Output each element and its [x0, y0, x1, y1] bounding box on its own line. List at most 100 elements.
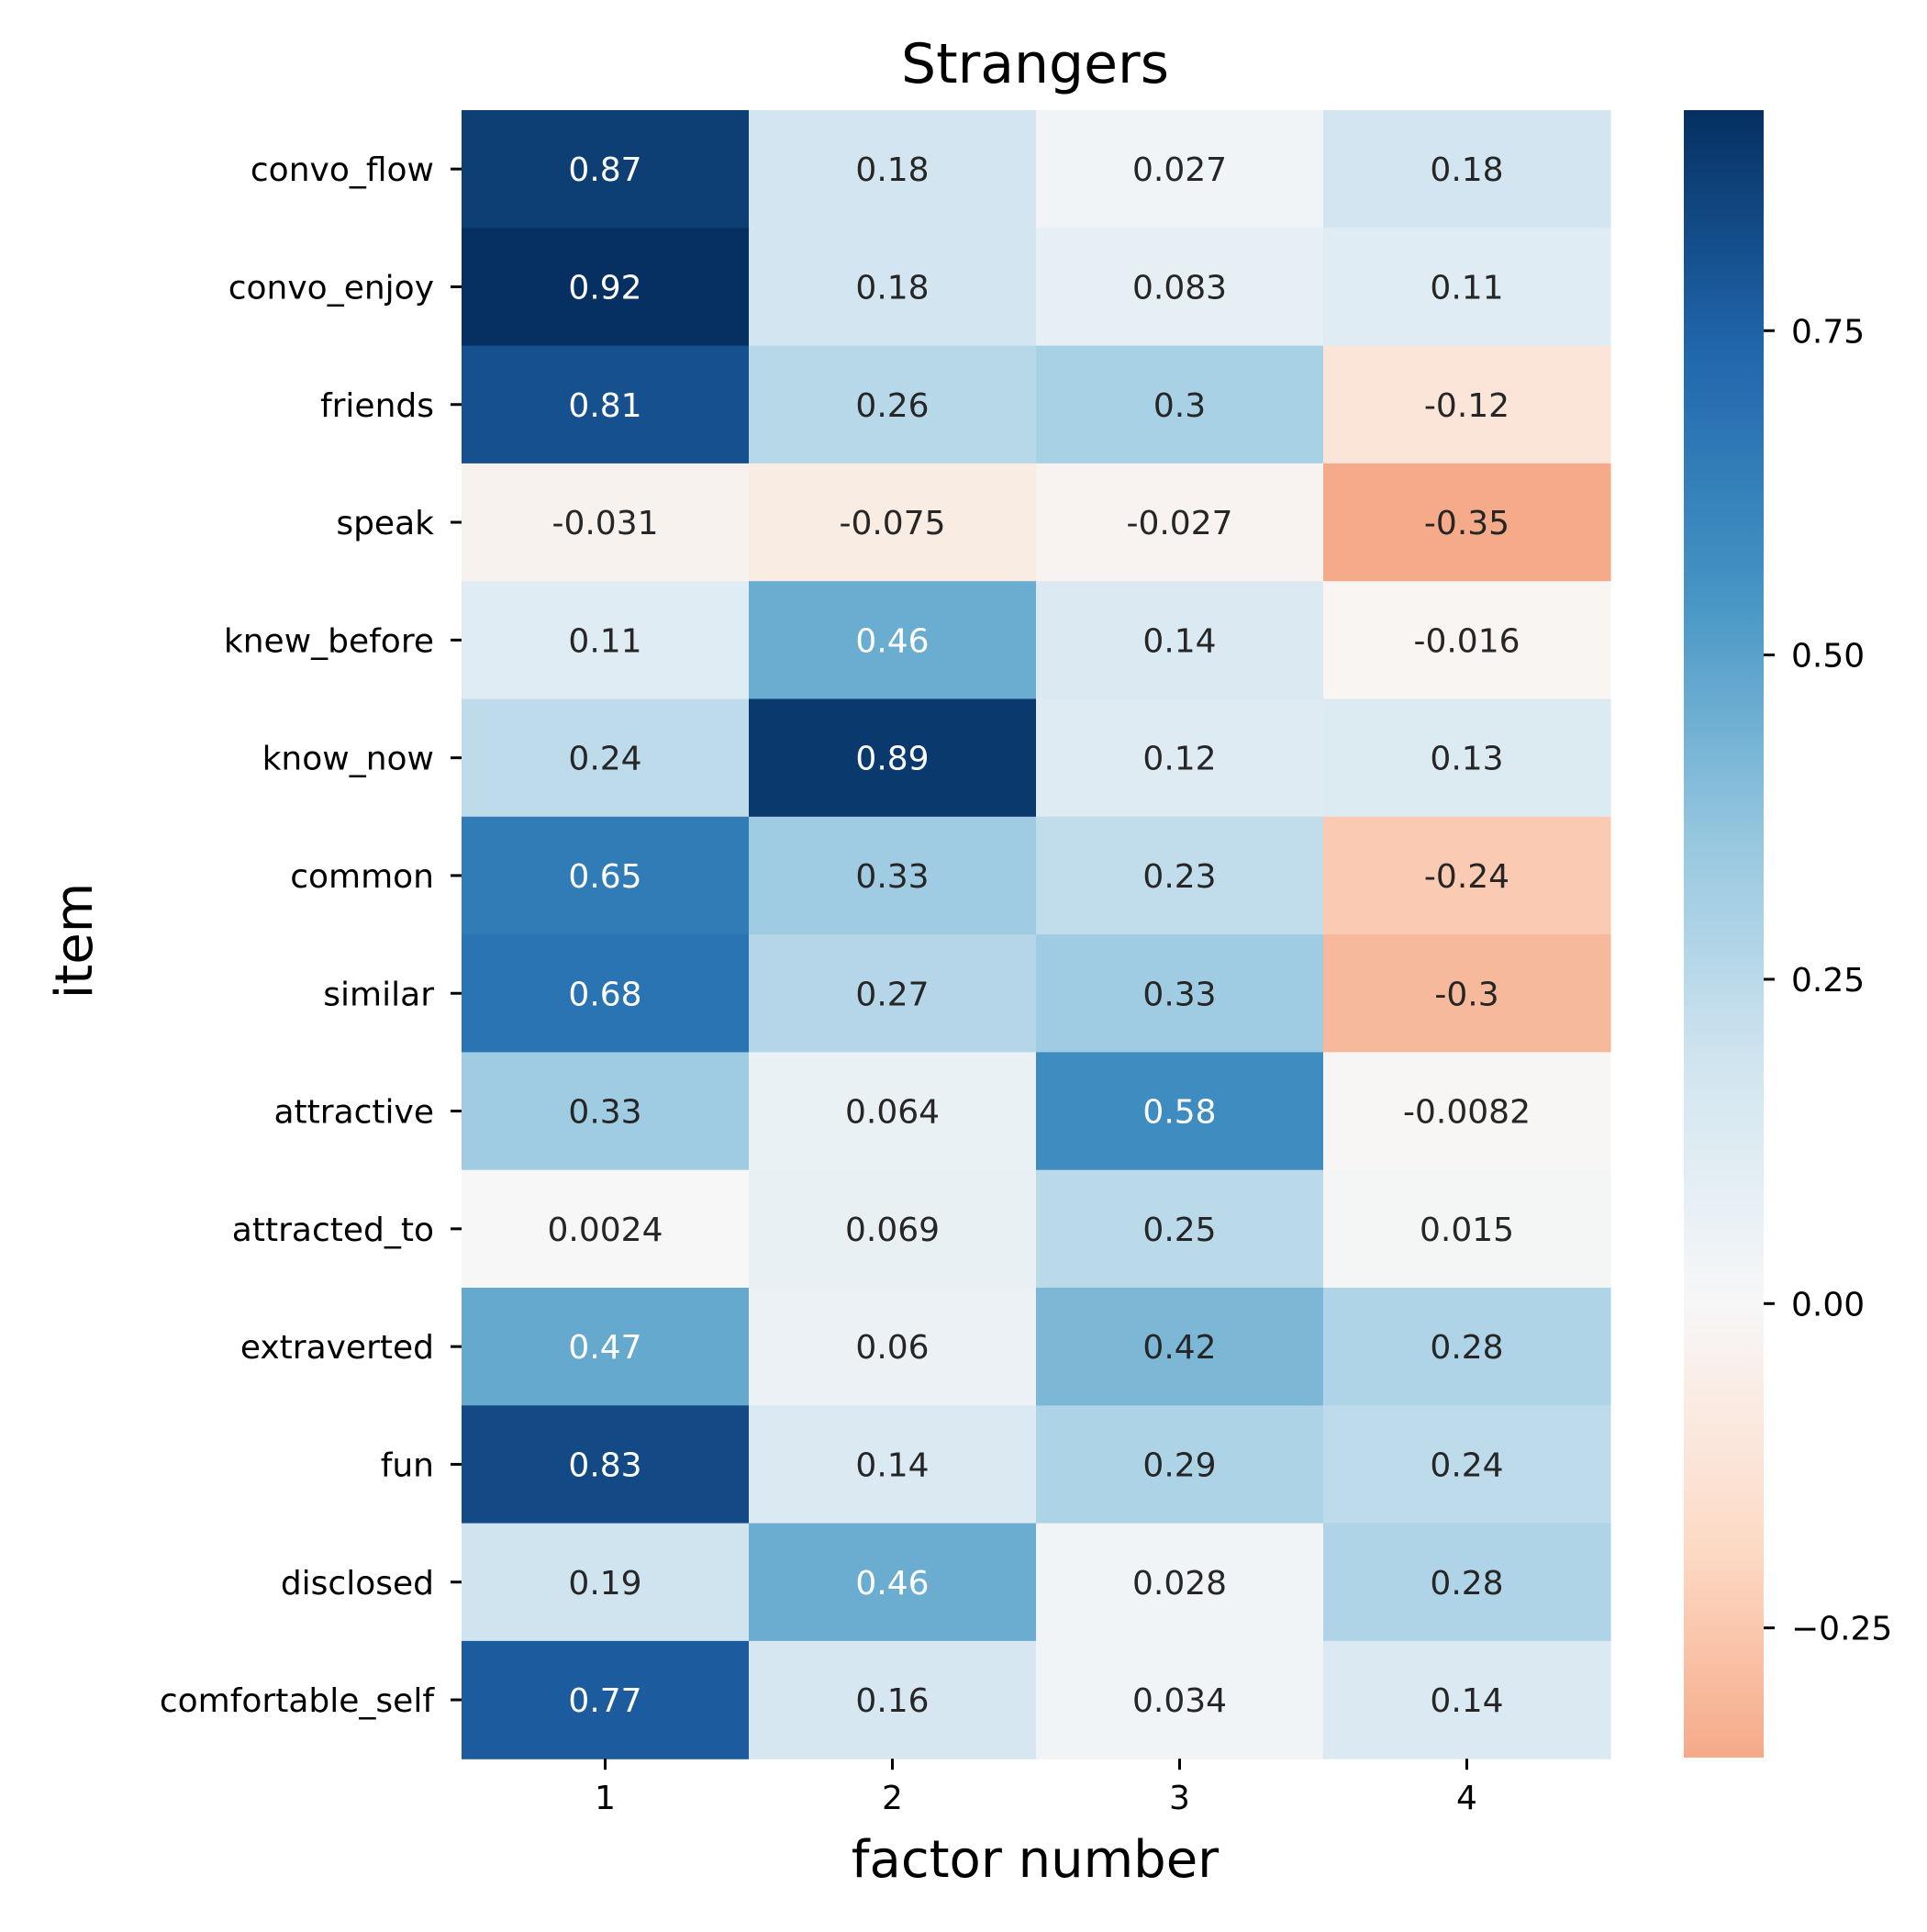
cell-value-label-5-0: 0.24: [568, 741, 641, 778]
heatmap-cell-1-3: [1323, 228, 1611, 347]
heatmap-cell-2-2: [1036, 345, 1324, 464]
heatmap-cell-7-0: [462, 934, 750, 1053]
heatmap-cell-3-0: [462, 463, 750, 582]
colorbar-tick-label-1: 0.00: [1791, 1286, 1865, 1323]
cell-value-label-4-3: -0.016: [1413, 622, 1520, 660]
heatmap-cell-6-1: [749, 816, 1037, 935]
colorbar-tick-label-0: −0.25: [1791, 1611, 1892, 1648]
cell-value-label-4-1: 0.46: [855, 622, 929, 660]
colorbar-gradient: [1684, 110, 1764, 1758]
cell-value-label-7-2: 0.33: [1142, 976, 1216, 1013]
heatmap-cell-3-3: [1323, 463, 1611, 582]
cell-value-label-13-1: 0.16: [855, 1682, 929, 1720]
cell-value-label-4-0: 0.11: [568, 622, 641, 660]
cell-value-label-7-0: 0.68: [568, 976, 641, 1013]
heatmap-cell-13-2: [1036, 1640, 1324, 1759]
cell-value-label-10-3: 0.28: [1430, 1329, 1503, 1367]
colorbar-tick-label-2: 0.25: [1791, 962, 1865, 1000]
cell-value-label-8-2: 0.58: [1142, 1094, 1216, 1132]
y-tick-label-8: attractive: [273, 1094, 434, 1132]
cell-value-label-11-1: 0.14: [855, 1446, 929, 1484]
cell-value-label-6-3: -0.24: [1424, 858, 1509, 896]
heatmap-cell-10-3: [1323, 1288, 1611, 1406]
heatmap-cell-11-1: [749, 1405, 1037, 1524]
cell-value-label-1-3: 0.11: [1430, 269, 1503, 307]
heatmap-cell-3-1: [749, 463, 1037, 582]
heatmap-cell-12-0: [462, 1523, 750, 1642]
heatmap-cell-12-2: [1036, 1523, 1324, 1642]
heatmap-cell-1-2: [1036, 228, 1324, 347]
cell-value-label-10-0: 0.47: [568, 1329, 641, 1367]
cell-value-label-10-2: 0.42: [1142, 1329, 1216, 1367]
cell-value-label-6-2: 0.23: [1142, 858, 1216, 896]
cell-value-label-12-1: 0.46: [855, 1565, 929, 1603]
y-tick-label-4: knew_before: [224, 622, 434, 660]
x-tick-label-2: 3: [1169, 1780, 1190, 1817]
heatmap-cell-9-3: [1323, 1169, 1611, 1289]
heatmap-cell-7-1: [749, 934, 1037, 1053]
cell-value-label-10-1: 0.06: [855, 1329, 929, 1367]
heatmap-cell-11-2: [1036, 1405, 1324, 1524]
heatmap-cell-6-2: [1036, 816, 1324, 935]
cell-value-label-3-1: -0.075: [839, 505, 945, 542]
heatmap-cell-0-3: [1323, 110, 1611, 229]
cell-value-label-7-3: -0.3: [1434, 976, 1498, 1013]
heatmap-cell-10-2: [1036, 1288, 1324, 1406]
heatmap-cell-7-2: [1036, 934, 1324, 1053]
cell-value-label-0-3: 0.18: [1430, 151, 1503, 189]
heatmap-cell-6-0: [462, 816, 750, 935]
heatmap-cell-9-0: [462, 1169, 750, 1289]
heatmap-cell-0-0: [462, 110, 750, 229]
heatmap-cell-0-1: [749, 110, 1037, 229]
heatmap-cell-8-3: [1323, 1052, 1611, 1171]
y-tick-label-12: disclosed: [281, 1565, 434, 1603]
cell-value-label-2-3: -0.12: [1424, 387, 1509, 425]
x-tick-label-1: 2: [882, 1780, 903, 1817]
heatmap-cell-4-1: [749, 581, 1037, 700]
heatmap-cell-5-2: [1036, 698, 1324, 818]
heatmap-cell-1-0: [462, 228, 750, 347]
cell-value-label-12-2: 0.028: [1132, 1565, 1227, 1603]
chart-title: Strangers: [901, 32, 1169, 96]
heatmap-cell-2-1: [749, 345, 1037, 464]
y-tick-label-5: know_now: [262, 741, 434, 778]
heatmap-cell-2-0: [462, 345, 750, 464]
y-tick-label-13: comfortable_self: [160, 1682, 435, 1720]
cell-value-label-11-0: 0.83: [568, 1446, 641, 1484]
heatmap-cell-13-0: [462, 1640, 750, 1759]
y-tick-label-2: friends: [320, 387, 434, 425]
heatmap-cell-13-1: [749, 1640, 1037, 1759]
colorbar-ticks: −0.25 0.00 0.25 0.50 0.75: [1764, 313, 1892, 1648]
cell-value-label-11-2: 0.29: [1142, 1446, 1216, 1484]
y-tick-label-10: extraverted: [240, 1329, 434, 1367]
x-tick-label-0: 1: [595, 1780, 616, 1817]
cell-value-label-11-3: 0.24: [1430, 1446, 1503, 1484]
colorbar-tick-label-4: 0.75: [1791, 313, 1865, 351]
heatmap-cell-12-3: [1323, 1523, 1611, 1642]
cell-value-label-7-1: 0.27: [855, 976, 929, 1013]
cell-value-label-3-2: -0.027: [1126, 505, 1232, 542]
cell-value-label-2-1: 0.26: [855, 387, 929, 425]
cell-value-label-8-3: -0.0082: [1403, 1094, 1531, 1132]
cell-value-label-3-3: -0.35: [1424, 505, 1509, 542]
heatmap-cell-9-1: [749, 1169, 1037, 1289]
heatmap-cell-1-1: [749, 228, 1037, 347]
heatmap-cell-4-0: [462, 581, 750, 700]
heatmap-cell-13-3: [1323, 1640, 1611, 1759]
cell-value-label-4-2: 0.14: [1142, 622, 1216, 660]
cell-value-label-5-2: 0.12: [1142, 741, 1216, 778]
y-tick-label-9: attracted_to: [232, 1212, 434, 1249]
heatmap-cell-9-2: [1036, 1169, 1324, 1289]
cell-value-label-13-3: 0.14: [1430, 1682, 1503, 1720]
heatmap-cell-12-1: [749, 1523, 1037, 1642]
heatmap-cell-5-0: [462, 698, 750, 818]
heatmap-cell-5-3: [1323, 698, 1611, 818]
heatmap-cell-labels: 0.87 0.18 0.027 0.18 0.92 0.18 0.083 0.11 0.81 0.…: [548, 151, 1531, 1720]
cell-value-label-5-3: 0.13: [1430, 741, 1503, 778]
heatmap-cell-8-0: [462, 1052, 750, 1171]
heatmap-cell-4-2: [1036, 581, 1324, 700]
cell-value-label-2-0: 0.81: [568, 387, 641, 425]
